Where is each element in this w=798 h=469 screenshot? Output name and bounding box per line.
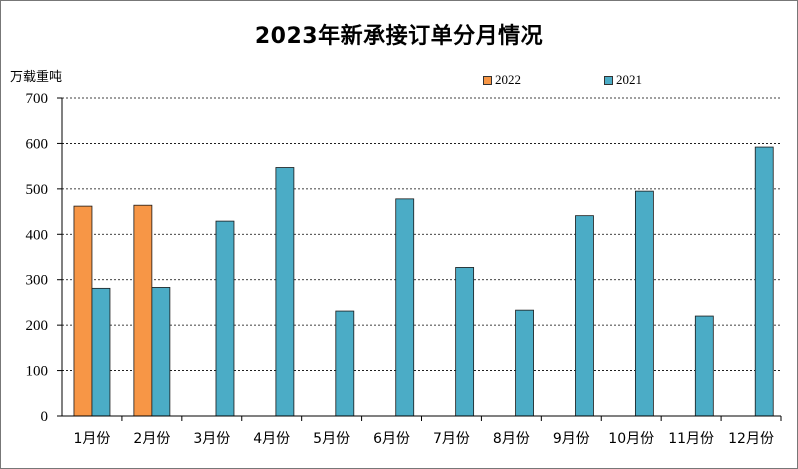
legend-swatch-series-0: [483, 75, 492, 85]
y-tick-label: 700: [26, 91, 49, 107]
bar-series-1-8: [515, 309, 534, 417]
bar-series-1-1: [91, 287, 111, 417]
y-tick-label: 500: [26, 182, 49, 198]
legend-item-series-0: 2022: [483, 72, 521, 88]
y-tick-label: 200: [26, 318, 49, 334]
bar-series-1-12: [754, 146, 774, 417]
y-tick-label: 300: [26, 273, 49, 289]
legend-swatch-series-1: [604, 75, 613, 85]
x-tick-label: 8月份: [493, 431, 530, 447]
bar-series-1-2: [151, 287, 171, 417]
bar-series-1-6: [395, 198, 415, 417]
bar-series-1-7: [455, 267, 475, 417]
x-tick-label: 12月份: [728, 431, 774, 447]
x-tick-label: 7月份: [433, 431, 470, 447]
tick-labels: 0 100 200 300 400 500 600 700 1月份 2月份 3月份 4月份 5月份 6月份…: [26, 91, 774, 447]
bar-series-1-3: [215, 220, 235, 417]
x-tick-label: 5月份: [313, 431, 350, 447]
y-tick-label: 600: [26, 136, 49, 152]
bars: [73, 146, 774, 417]
x-tick-label: 6月份: [373, 431, 410, 447]
axes: [57, 97, 782, 421]
x-tick-label: 9月份: [553, 431, 590, 447]
bar-series-0-1: [73, 205, 93, 417]
legend-label-series-0: 2022: [495, 72, 521, 87]
y-tick-label: 0: [41, 409, 49, 425]
x-tick-label: 2月份: [133, 431, 170, 447]
bar-series-1-5: [335, 310, 355, 417]
y-tick-label: 400: [26, 227, 49, 243]
bar-series-1-4: [275, 167, 295, 417]
bar-series-1-11: [694, 315, 714, 417]
legend-label-series-1: 2021: [616, 72, 642, 87]
x-tick-label: 4月份: [253, 431, 290, 447]
bar-series-0-2: [133, 204, 153, 417]
bar-series-1-9: [575, 215, 594, 417]
x-tick-label: 10月份: [608, 431, 654, 447]
y-axis-unit-label: 万载重吨: [10, 70, 63, 85]
y-tick-label: 100: [26, 364, 49, 380]
x-tick-label: 1月份: [73, 431, 110, 447]
legend-item-series-1: 2021: [604, 72, 642, 88]
x-tick-label: 3月份: [193, 431, 230, 447]
bar-series-1-10: [634, 190, 654, 417]
x-tick-label: 11月份: [668, 431, 714, 447]
chart-title: 2023年新承接订单分月情况: [254, 24, 544, 49]
